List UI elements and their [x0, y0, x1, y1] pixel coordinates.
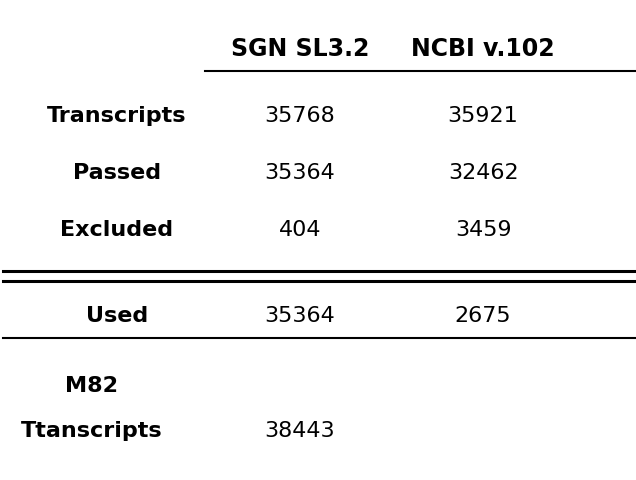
Text: 35921: 35921: [448, 106, 518, 126]
Text: 32462: 32462: [448, 163, 518, 183]
Text: NCBI v.102: NCBI v.102: [411, 37, 555, 61]
Text: 404: 404: [279, 220, 321, 240]
Text: SGN SL3.2: SGN SL3.2: [231, 37, 369, 61]
Text: M82: M82: [65, 375, 118, 396]
Text: 2675: 2675: [455, 306, 511, 326]
Text: 35768: 35768: [265, 106, 335, 126]
Text: Used: Used: [86, 306, 148, 326]
Text: 38443: 38443: [265, 421, 335, 441]
Text: 3459: 3459: [455, 220, 511, 240]
Text: 35364: 35364: [265, 163, 335, 183]
Text: Excluded: Excluded: [60, 220, 174, 240]
Text: Passed: Passed: [73, 163, 161, 183]
Text: 35364: 35364: [265, 306, 335, 326]
Text: Ttanscripts: Ttanscripts: [21, 421, 162, 441]
Text: Transcripts: Transcripts: [47, 106, 186, 126]
